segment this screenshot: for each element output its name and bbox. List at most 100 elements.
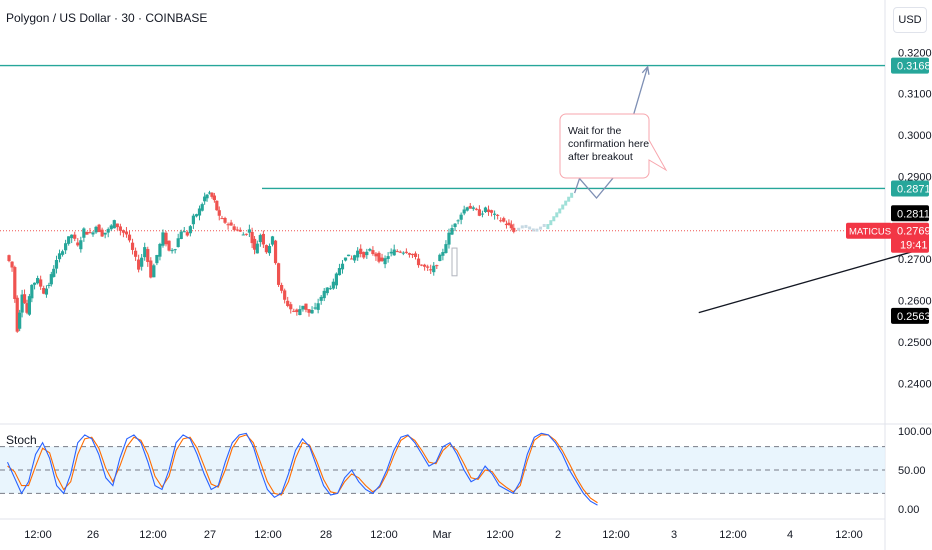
candle-body: [289, 304, 293, 310]
candle-body: [164, 232, 168, 245]
projection-candle: [561, 204, 565, 210]
candle-body: [471, 207, 475, 209]
stoch-tick-label: 100.00: [898, 426, 932, 438]
candle-body: [36, 278, 40, 284]
candle-body: [292, 310, 296, 312]
candle-body: [143, 247, 147, 258]
candle-body: [276, 263, 281, 285]
x-tick-label: 28: [320, 529, 332, 541]
candle-body: [210, 192, 214, 197]
projection-candle: [528, 226, 532, 230]
candle-body: [73, 234, 77, 239]
annotation-line: Wait for the: [568, 125, 621, 137]
projection-candle: [520, 225, 524, 229]
candle-body: [264, 245, 269, 253]
candle-body: [140, 257, 144, 267]
candle-body: [27, 296, 32, 315]
candle-body: [298, 309, 302, 316]
candle-body: [322, 290, 326, 299]
candle-body: [453, 223, 457, 228]
candle-body: [423, 264, 427, 267]
candle-body: [22, 294, 27, 303]
candle-body: [118, 226, 122, 231]
candle-body: [356, 250, 360, 258]
candle-body: [474, 208, 478, 210]
candle-body: [267, 245, 272, 254]
candle-body: [502, 218, 506, 222]
candle-body: [480, 213, 485, 215]
candle-body: [316, 303, 320, 310]
candle-body: [486, 209, 491, 213]
candle-body: [124, 231, 129, 235]
candle-body: [91, 232, 95, 235]
candles: [7, 190, 516, 333]
candle-body: [226, 224, 230, 226]
candle-body: [313, 307, 317, 309]
annotation-callout: [559, 113, 668, 179]
candle-body: [241, 234, 245, 236]
candle-body: [229, 222, 233, 226]
currency-button[interactable]: USD: [893, 7, 927, 33]
candle-body: [167, 240, 171, 251]
symbol-badge-value-bg: [891, 222, 929, 253]
candle-body: [76, 242, 80, 246]
projection-arrowhead: [641, 65, 650, 75]
x-tick-label: 12:00: [370, 529, 398, 541]
candle-body: [258, 235, 262, 243]
candle-body: [146, 249, 150, 262]
candle-body: [444, 244, 448, 253]
y-tick-label: 0.3000: [898, 130, 932, 142]
candle-body: [346, 254, 351, 257]
candle-body: [270, 236, 275, 245]
candle-body: [419, 264, 424, 266]
candle-body: [32, 282, 37, 285]
symbol-badge-countdown: 19:41: [900, 240, 928, 252]
candle-body: [426, 266, 430, 268]
candle-body: [20, 294, 24, 313]
x-tick-label: 12:00: [139, 529, 167, 541]
candle-body: [57, 253, 62, 260]
projection-candle: [567, 196, 571, 202]
candle-body: [60, 251, 65, 255]
x-tick-label: 12:00: [835, 529, 863, 541]
candle-body: [88, 232, 92, 234]
candle-body: [392, 249, 396, 256]
annotation-line: confirmation here: [568, 138, 649, 150]
candle-body: [301, 305, 305, 310]
x-tick-label: 27: [204, 529, 216, 541]
candle-body: [350, 258, 354, 260]
candle-body: [438, 254, 442, 262]
candle-body: [334, 273, 338, 286]
candle-body: [310, 309, 314, 314]
candle-body: [185, 232, 189, 236]
candle-body: [252, 238, 257, 250]
low-badge-bg: [891, 307, 929, 324]
candle-body: [82, 228, 86, 238]
candle-body: [158, 243, 162, 257]
candle-body: [103, 232, 107, 235]
candle-body: [127, 234, 132, 241]
candle-body: [398, 251, 402, 253]
candle-body: [507, 222, 511, 225]
marker-box: [451, 247, 458, 277]
candle-body: [217, 210, 221, 216]
candle-body: [42, 287, 46, 294]
candle-body: [371, 250, 375, 255]
candle-body: [496, 214, 500, 216]
projection-candle: [552, 216, 556, 222]
candle-body: [407, 253, 412, 255]
y-tick-label: 0.2600: [898, 296, 932, 308]
candle-body: [331, 281, 335, 289]
candle-body: [512, 227, 516, 232]
candle-body: [100, 229, 104, 237]
candle-body: [401, 252, 405, 254]
candle-body: [416, 258, 421, 266]
candle-body: [509, 224, 513, 229]
candle-body: [386, 256, 390, 259]
candle-body: [304, 303, 308, 310]
candle-body: [340, 263, 345, 270]
candle-body: [161, 232, 165, 246]
candle-body: [109, 225, 113, 230]
